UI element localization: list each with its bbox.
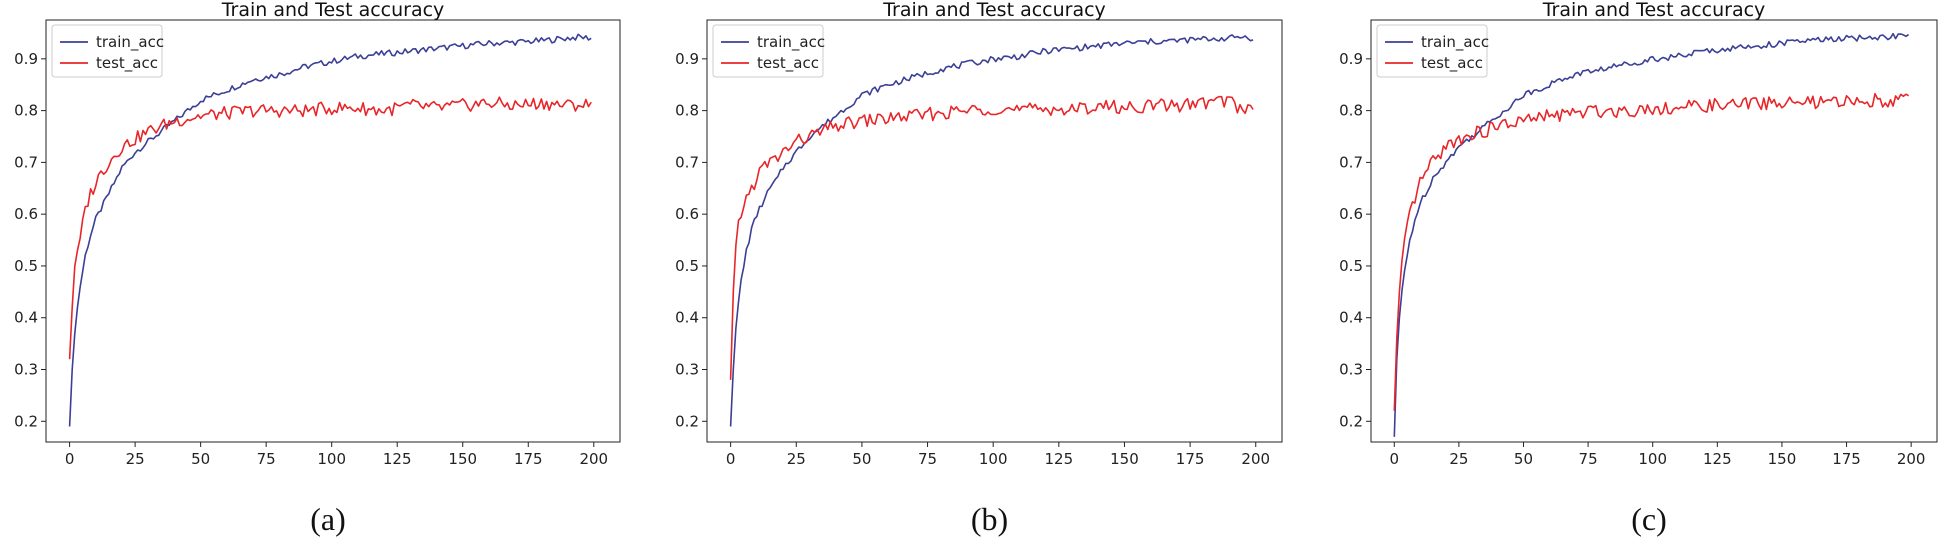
x-tick-label: 75	[918, 450, 937, 468]
legend-label: train_acc	[96, 33, 164, 52]
x-tick-label: 125	[383, 450, 412, 468]
chart-title: Train and Test accuracy	[221, 0, 445, 21]
chart-panel-2: Train and Test accuracy 0 25 50 75 100 125 150 1…	[675, 0, 1283, 537]
x-tick-label: 100	[317, 450, 346, 468]
x-tick-label: 200	[579, 450, 608, 468]
y-tick-label: 0.7	[14, 153, 38, 171]
series-line-train_acc	[729, 34, 1254, 427]
x-tick-label: 150	[1110, 450, 1139, 468]
y-tick-label: 0.8	[675, 102, 699, 120]
x-tick-label: 100	[979, 450, 1008, 468]
x-tick-label: 200	[1241, 450, 1270, 468]
y-tick-label: 0.6	[1339, 205, 1363, 223]
legend-label: test_acc	[96, 54, 158, 73]
y-tick-label: 0.2	[675, 412, 699, 430]
y-tick-label: 0.4	[1339, 309, 1363, 327]
y-tick-label: 0.3	[675, 361, 699, 379]
x-tick-label: 200	[1897, 450, 1926, 468]
x-tick-label: 150	[448, 450, 477, 468]
y-tick-label: 0.9	[1339, 50, 1363, 68]
axes-frame	[1370, 19, 1938, 443]
chart-title: Train and Test accuracy	[1542, 0, 1766, 21]
legend-box	[51, 24, 163, 78]
x-tick-label: 50	[191, 450, 210, 468]
y-tick-label: 0.3	[1339, 361, 1363, 379]
y-tick-label: 0.4	[14, 309, 38, 327]
legend-label: train_acc	[1421, 33, 1489, 52]
x-tick-label: 100	[1638, 450, 1667, 468]
y-tick-label: 0.2	[1339, 412, 1363, 430]
y-tick-label: 0.7	[675, 153, 699, 171]
y-tick-label: 0.6	[14, 205, 38, 223]
x-tick-label: 125	[1703, 450, 1732, 468]
legend-box	[1376, 24, 1488, 78]
x-tick-label: 25	[787, 450, 806, 468]
y-tick-label: 0.9	[14, 50, 38, 68]
axes-frame	[45, 19, 621, 443]
x-tick-label: 125	[1045, 450, 1074, 468]
x-tick-label: 75	[257, 450, 276, 468]
series-line-train_acc	[1393, 32, 1910, 437]
legend-label: train_acc	[757, 33, 825, 52]
series-line-test_acc	[1393, 92, 1910, 411]
panel-caption: (b)	[971, 501, 1008, 537]
chart-panel-3: Train and Test accuracy 0 25 50 75 100 125 150 1…	[1339, 0, 1938, 537]
chart-title: Train and Test accuracy	[882, 0, 1106, 21]
axes-frame	[706, 19, 1283, 443]
panel-caption: (a)	[310, 501, 346, 537]
x-tick-label: 0	[65, 450, 75, 468]
y-tick-label: 0.9	[675, 50, 699, 68]
y-tick-label: 0.6	[675, 205, 699, 223]
panel-caption: (c)	[1631, 501, 1667, 537]
y-tick-label: 0.4	[675, 309, 699, 327]
y-tick-label: 0.5	[14, 257, 38, 275]
legend-label: test_acc	[757, 54, 819, 73]
y-tick-label: 0.3	[14, 361, 38, 379]
legend-box	[712, 24, 824, 78]
x-tick-label: 175	[514, 450, 543, 468]
x-tick-label: 25	[126, 450, 145, 468]
x-tick-label: 50	[852, 450, 871, 468]
series-line-test_acc	[729, 95, 1254, 380]
x-tick-label: 50	[1514, 450, 1533, 468]
series-line-train_acc	[68, 33, 592, 427]
x-tick-label: 75	[1579, 450, 1598, 468]
x-tick-label: 175	[1832, 450, 1861, 468]
y-tick-label: 0.2	[14, 412, 38, 430]
legend-label: test_acc	[1421, 54, 1483, 73]
y-tick-label: 0.8	[14, 102, 38, 120]
x-tick-label: 0	[1389, 450, 1399, 468]
x-tick-label: 0	[726, 450, 736, 468]
x-tick-label: 150	[1768, 450, 1797, 468]
y-tick-label: 0.7	[1339, 153, 1363, 171]
y-tick-label: 0.5	[1339, 257, 1363, 275]
y-tick-label: 0.8	[1339, 102, 1363, 120]
series-line-test_acc	[68, 96, 592, 360]
x-tick-label: 175	[1176, 450, 1205, 468]
x-tick-label: 25	[1449, 450, 1468, 468]
chart-panel-1: Train and Test accuracy 0 25 50 75 100 125 150 1…	[14, 0, 621, 537]
y-tick-label: 0.5	[675, 257, 699, 275]
